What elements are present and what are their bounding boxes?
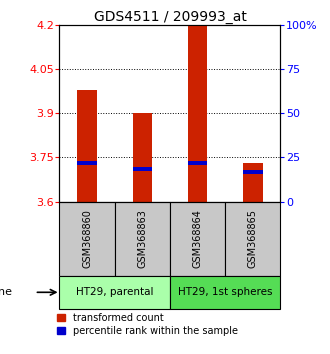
Bar — [225, 201, 280, 276]
Bar — [188, 161, 207, 165]
Text: GSM368860: GSM368860 — [82, 209, 92, 268]
Title: GDS4511 / 209993_at: GDS4511 / 209993_at — [93, 10, 247, 24]
Bar — [59, 276, 170, 309]
Bar — [133, 113, 152, 201]
Text: GSM368865: GSM368865 — [248, 209, 258, 268]
Text: HT29, 1st spheres: HT29, 1st spheres — [178, 287, 273, 297]
Bar — [133, 167, 152, 171]
Text: HT29, parental: HT29, parental — [76, 287, 153, 297]
Bar — [59, 201, 115, 276]
Text: GSM368863: GSM368863 — [137, 209, 147, 268]
Bar — [77, 90, 97, 201]
Bar — [170, 276, 280, 309]
Text: GSM368864: GSM368864 — [193, 209, 203, 268]
Bar — [77, 161, 97, 165]
Bar — [170, 201, 225, 276]
Bar — [243, 170, 263, 174]
Legend: transformed count, percentile rank within the sample: transformed count, percentile rank withi… — [53, 309, 242, 340]
Bar — [188, 25, 207, 201]
Bar — [243, 163, 263, 201]
Text: cell line: cell line — [0, 287, 13, 297]
Bar — [115, 201, 170, 276]
